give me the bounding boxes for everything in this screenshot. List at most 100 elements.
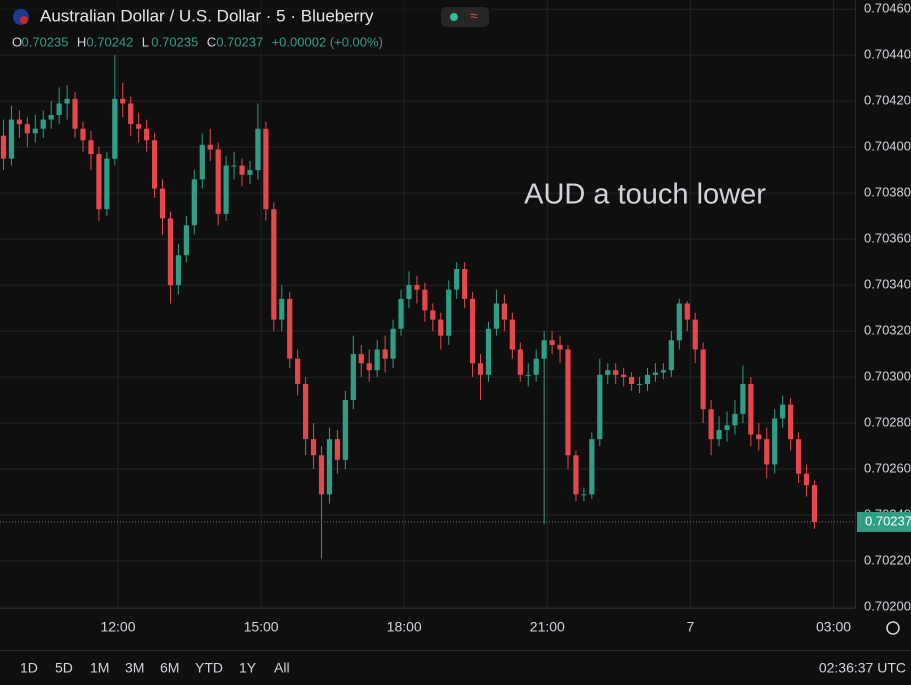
x-tick-label: 12:00 [100,619,135,635]
ohlc-key: H [77,34,86,49]
candle-body [597,374,603,440]
candle-body [207,144,213,150]
range-button[interactable]: 1M [90,660,109,676]
candle-body [652,372,659,375]
range-button[interactable]: All [274,660,290,676]
candle-body [438,319,444,336]
candle-body [263,128,269,210]
candle-body [366,363,372,371]
candle-body [589,439,595,495]
annotation: AUD a touch lower [524,179,766,211]
candle-body [724,425,730,430]
range-button[interactable]: 5D [55,660,73,676]
candle-body [80,128,86,141]
candle-body [462,269,468,299]
ohlc-key: C [207,34,216,49]
candle-body [446,289,452,336]
candle-body [191,179,197,226]
candle-body [374,349,380,371]
range-button[interactable]: 3M [125,660,144,676]
candle-body [621,374,627,378]
ohlc-key: O [12,34,22,49]
candles-layer [0,55,855,559]
candle-body [485,328,492,375]
candle-body [40,119,46,129]
candle-body [112,98,118,159]
ohlc-value: 0.70237 [216,34,263,49]
toolbar: 1D 5D 1M 3M 6M YTD 1Y All [20,660,290,676]
candle-body [318,455,325,495]
candle-body [684,303,690,320]
candle-body [477,363,484,375]
candle-body [788,404,794,440]
candle-body [326,439,333,495]
y-tick-label: 0.70260 [864,460,911,475]
candle-body [732,413,738,426]
status-pill[interactable] [441,7,489,27]
y-tick-label: 0.70300 [864,369,911,384]
candle-body [557,344,563,350]
candle-body [700,349,706,410]
candle-body [469,298,476,364]
y-tick-label: 0.70340 [864,277,911,292]
candle-body [239,165,245,175]
candle-body [128,103,134,125]
y-tick-label: 0.70320 [864,323,911,338]
range-button[interactable]: 6M [160,660,179,676]
candle-body [48,114,54,120]
header-backdrop [2,2,492,54]
range-button[interactable]: 1Y [239,660,257,676]
candle-body [454,269,460,290]
y-tick-label: 0.70360 [864,231,911,246]
candle-body [88,140,94,155]
x-tick-label: 18:00 [387,619,422,635]
candle-body [271,209,277,320]
y-tick-label: 0.70440 [864,47,911,62]
candle-body [430,310,436,320]
candle-body [541,340,547,359]
candle-body [183,225,189,256]
candle-body [223,165,229,214]
candle-body [358,354,364,364]
candle-body [613,370,619,375]
range-button[interactable]: YTD [195,660,223,676]
candle-body [0,135,7,159]
candle-body [32,128,38,134]
candle-body [780,404,786,419]
range-button[interactable]: 1D [20,660,38,676]
candle-body [136,124,142,129]
y-tick-label: 0.70380 [864,185,911,200]
candle-body [295,358,301,384]
data-status-icon: ≈ [470,8,478,24]
market-status-dot [450,13,458,21]
candle-body [525,374,531,376]
candle-body [279,298,285,320]
settings-gear[interactable] [886,621,900,635]
candle-body [660,370,666,373]
candle-body [605,370,611,375]
candle-body [422,289,428,311]
candle-body [255,128,261,171]
candle-body [72,98,78,129]
settings-icon[interactable] [886,621,900,635]
y-tick-label: 0.70220 [864,552,911,567]
candle-body [565,349,571,456]
candle-body [390,328,396,359]
ohlc-change: +0.00002 (+0.00%) [272,34,383,49]
candle-body [795,439,802,474]
ohlc-legend: O 0.70235 H 0.70242 L 0.70235 C 0.70237 +0.00002… [12,34,383,49]
candle-body [398,298,404,329]
candle-body [772,418,778,465]
y-tick-label: 0.70460 [864,1,911,16]
candle-body [310,439,317,456]
candle-body [716,429,722,440]
symbol-title[interactable]: Australian Dollar / U.S. Dollar · 5 · Bl… [40,6,374,25]
candle-body [708,409,714,440]
candle-body [581,494,587,496]
x-tick-label: 7 [687,619,695,635]
candle-body [167,218,174,286]
candle-body [692,319,698,350]
candle-body [748,383,754,435]
